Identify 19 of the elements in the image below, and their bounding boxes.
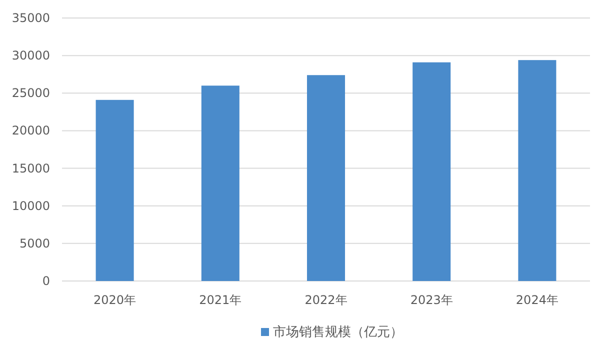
x-tick-label: 2024年 [516,293,558,307]
y-tick-label: 15000 [12,161,50,176]
bar [96,100,134,281]
y-tick-label: 35000 [12,11,50,25]
legend-label: 市场销售规模（亿元） [273,325,403,340]
bar [518,60,556,281]
x-tick-label: 2022年 [304,293,348,307]
x-tick-label: 2021年 [199,293,242,307]
x-tick-label: 2023年 [410,293,453,307]
y-tick-label: 25000 [12,86,50,100]
x-tick-label: 2020年 [94,293,136,307]
y-tick-label: 0 [42,274,50,288]
y-tick-label: 10000 [12,198,50,213]
bar [412,62,451,281]
y-tick-label: 30000 [12,48,50,63]
bar [306,75,346,281]
bar [201,86,240,281]
y-tick-label: 5000 [19,236,50,250]
y-tick-label: 20000 [12,124,50,138]
